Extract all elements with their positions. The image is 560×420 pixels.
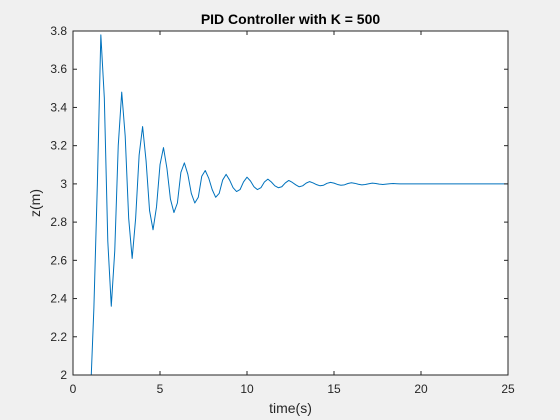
series-line — [73, 34, 508, 376]
chart-title: PID Controller with K = 500 — [201, 11, 381, 27]
y-tick-label: 3.6 — [50, 62, 67, 76]
y-tick-label: 2.8 — [50, 215, 67, 229]
y-axis-label: z(m) — [27, 189, 43, 217]
plot-area — [73, 31, 508, 375]
x-tick-label: 20 — [414, 382, 428, 396]
y-tick-label: 2.4 — [50, 292, 67, 306]
tick-layer: 0 5 10 15 20 25 2 2.2 2.4 2.6 2.8 3 3.2 3.4 3.6 3.8 — [50, 24, 515, 396]
y-tick-label: 2 — [60, 368, 67, 382]
y-tick-label: 2.2 — [50, 330, 67, 344]
plot-frame — [72, 30, 509, 376]
x-axis-label: time(s) — [269, 400, 312, 416]
y-tick-label: 3.4 — [50, 100, 67, 114]
y-tick-label: 3.2 — [50, 139, 67, 153]
x-tick-label: 5 — [157, 382, 164, 396]
x-tick-label: 15 — [327, 382, 341, 396]
x-tick-label: 0 — [70, 382, 77, 396]
y-tick-label: 2.6 — [50, 253, 67, 267]
y-tick-label: 3.8 — [50, 24, 67, 38]
series-layer — [73, 34, 508, 376]
x-tick-label: 25 — [501, 382, 515, 396]
x-tick-label: 10 — [240, 382, 254, 396]
y-tick-label: 3 — [60, 177, 67, 191]
